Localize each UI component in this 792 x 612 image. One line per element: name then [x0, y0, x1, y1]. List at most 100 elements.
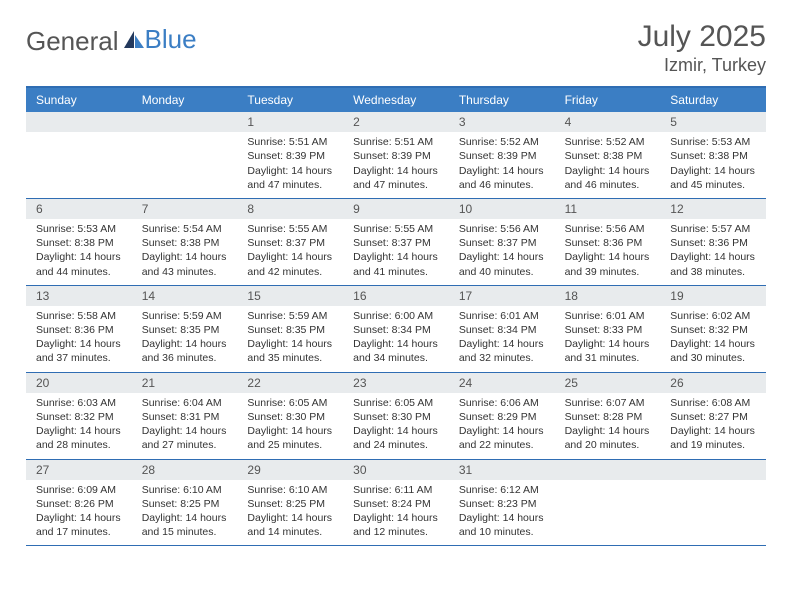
- day-detail-line: Daylight: 14 hours: [459, 511, 545, 525]
- location-label: Izmir, Turkey: [638, 55, 766, 76]
- day-detail-line: Sunrise: 6:12 AM: [459, 483, 545, 497]
- day-detail-line: Daylight: 14 hours: [459, 250, 545, 264]
- weekday-wednesday: Wednesday: [343, 88, 449, 112]
- day-number: [660, 460, 766, 480]
- day-details: Sunrise: 6:08 AMSunset: 8:27 PMDaylight:…: [660, 393, 766, 459]
- day-detail-line: Sunset: 8:36 PM: [36, 323, 122, 337]
- day-detail-line: Sunset: 8:25 PM: [142, 497, 228, 511]
- day-detail-line: and 37 minutes.: [36, 351, 122, 365]
- day-number: 6: [26, 199, 132, 219]
- weekday-tuesday: Tuesday: [237, 88, 343, 112]
- day-detail-line: Sunrise: 6:09 AM: [36, 483, 122, 497]
- day-details: [132, 132, 238, 195]
- day-detail-line: Daylight: 14 hours: [565, 250, 651, 264]
- day-details: Sunrise: 5:59 AMSunset: 8:35 PMDaylight:…: [237, 306, 343, 372]
- weekday-sunday: Sunday: [26, 88, 132, 112]
- calendar-cell: 26Sunrise: 6:08 AMSunset: 8:27 PMDayligh…: [660, 373, 766, 459]
- logo: General Blue: [26, 20, 197, 57]
- weekday-monday: Monday: [132, 88, 238, 112]
- day-number: 9: [343, 199, 449, 219]
- day-detail-line: Sunrise: 6:10 AM: [142, 483, 228, 497]
- day-detail-line: Sunset: 8:39 PM: [353, 149, 439, 163]
- day-detail-line: Sunset: 8:37 PM: [353, 236, 439, 250]
- day-number: 2: [343, 112, 449, 132]
- day-detail-line: Sunset: 8:36 PM: [565, 236, 651, 250]
- calendar-cell: 11Sunrise: 5:56 AMSunset: 8:36 PMDayligh…: [555, 199, 661, 285]
- day-detail-line: Daylight: 14 hours: [353, 424, 439, 438]
- day-number: [132, 112, 238, 132]
- day-details: Sunrise: 5:53 AMSunset: 8:38 PMDaylight:…: [26, 219, 132, 285]
- day-detail-line: Sunset: 8:28 PM: [565, 410, 651, 424]
- day-detail-line: Daylight: 14 hours: [670, 337, 756, 351]
- day-detail-line: Sunset: 8:29 PM: [459, 410, 545, 424]
- calendar-cell: [660, 460, 766, 546]
- day-detail-line: Sunset: 8:23 PM: [459, 497, 545, 511]
- day-detail-line: Sunrise: 5:59 AM: [247, 309, 333, 323]
- day-detail-line: Daylight: 14 hours: [459, 424, 545, 438]
- day-detail-line: Sunrise: 6:05 AM: [353, 396, 439, 410]
- day-detail-line: Sunrise: 6:06 AM: [459, 396, 545, 410]
- day-detail-line: Sunset: 8:24 PM: [353, 497, 439, 511]
- day-details: Sunrise: 6:06 AMSunset: 8:29 PMDaylight:…: [449, 393, 555, 459]
- weekday-thursday: Thursday: [449, 88, 555, 112]
- day-detail-line: Daylight: 14 hours: [565, 337, 651, 351]
- day-details: Sunrise: 6:05 AMSunset: 8:30 PMDaylight:…: [237, 393, 343, 459]
- day-number: 31: [449, 460, 555, 480]
- day-detail-line: Daylight: 14 hours: [247, 250, 333, 264]
- day-detail-line: Sunset: 8:31 PM: [142, 410, 228, 424]
- day-detail-line: Sunset: 8:34 PM: [459, 323, 545, 337]
- day-number: 1: [237, 112, 343, 132]
- day-number: 18: [555, 286, 661, 306]
- day-details: Sunrise: 6:00 AMSunset: 8:34 PMDaylight:…: [343, 306, 449, 372]
- day-details: Sunrise: 6:05 AMSunset: 8:30 PMDaylight:…: [343, 393, 449, 459]
- day-detail-line: Sunset: 8:38 PM: [142, 236, 228, 250]
- day-detail-line: Sunset: 8:39 PM: [459, 149, 545, 163]
- calendar: Sunday Monday Tuesday Wednesday Thursday…: [26, 86, 766, 546]
- day-detail-line: Sunrise: 6:01 AM: [459, 309, 545, 323]
- day-number: 11: [555, 199, 661, 219]
- calendar-week: 13Sunrise: 5:58 AMSunset: 8:36 PMDayligh…: [26, 286, 766, 373]
- day-details: Sunrise: 5:58 AMSunset: 8:36 PMDaylight:…: [26, 306, 132, 372]
- day-details: [26, 132, 132, 195]
- day-detail-line: and 35 minutes.: [247, 351, 333, 365]
- day-detail-line: Sunrise: 6:08 AM: [670, 396, 756, 410]
- day-detail-line: Sunrise: 5:58 AM: [36, 309, 122, 323]
- calendar-cell: 19Sunrise: 6:02 AMSunset: 8:32 PMDayligh…: [660, 286, 766, 372]
- calendar-week: 6Sunrise: 5:53 AMSunset: 8:38 PMDaylight…: [26, 199, 766, 286]
- day-details: Sunrise: 5:54 AMSunset: 8:38 PMDaylight:…: [132, 219, 238, 285]
- day-detail-line: Sunrise: 5:56 AM: [459, 222, 545, 236]
- calendar-cell: 16Sunrise: 6:00 AMSunset: 8:34 PMDayligh…: [343, 286, 449, 372]
- day-detail-line: Sunrise: 5:53 AM: [670, 135, 756, 149]
- day-detail-line: and 46 minutes.: [565, 178, 651, 192]
- day-detail-line: Daylight: 14 hours: [247, 511, 333, 525]
- day-number: 13: [26, 286, 132, 306]
- calendar-cell: [555, 460, 661, 546]
- calendar-cell: 8Sunrise: 5:55 AMSunset: 8:37 PMDaylight…: [237, 199, 343, 285]
- day-detail-line: Daylight: 14 hours: [142, 511, 228, 525]
- day-detail-line: and 44 minutes.: [36, 265, 122, 279]
- day-number: 24: [449, 373, 555, 393]
- day-detail-line: and 25 minutes.: [247, 438, 333, 452]
- day-detail-line: and 46 minutes.: [459, 178, 545, 192]
- day-number: 7: [132, 199, 238, 219]
- day-detail-line: Sunrise: 5:54 AM: [142, 222, 228, 236]
- day-detail-line: Daylight: 14 hours: [353, 250, 439, 264]
- calendar-cell: 14Sunrise: 5:59 AMSunset: 8:35 PMDayligh…: [132, 286, 238, 372]
- day-detail-line: and 36 minutes.: [142, 351, 228, 365]
- day-detail-line: and 10 minutes.: [459, 525, 545, 539]
- day-details: Sunrise: 5:52 AMSunset: 8:39 PMDaylight:…: [449, 132, 555, 198]
- logo-text-general: General: [26, 26, 119, 57]
- day-detail-line: Sunset: 8:37 PM: [247, 236, 333, 250]
- day-detail-line: Sunset: 8:32 PM: [36, 410, 122, 424]
- day-detail-line: and 42 minutes.: [247, 265, 333, 279]
- day-detail-line: Sunset: 8:38 PM: [670, 149, 756, 163]
- calendar-cell: 1Sunrise: 5:51 AMSunset: 8:39 PMDaylight…: [237, 112, 343, 198]
- day-detail-line: Sunrise: 5:53 AM: [36, 222, 122, 236]
- day-number: 17: [449, 286, 555, 306]
- day-detail-line: Sunrise: 5:59 AM: [142, 309, 228, 323]
- day-number: 4: [555, 112, 661, 132]
- day-details: Sunrise: 6:07 AMSunset: 8:28 PMDaylight:…: [555, 393, 661, 459]
- day-details: Sunrise: 6:11 AMSunset: 8:24 PMDaylight:…: [343, 480, 449, 546]
- day-detail-line: Sunset: 8:34 PM: [353, 323, 439, 337]
- day-detail-line: and 32 minutes.: [459, 351, 545, 365]
